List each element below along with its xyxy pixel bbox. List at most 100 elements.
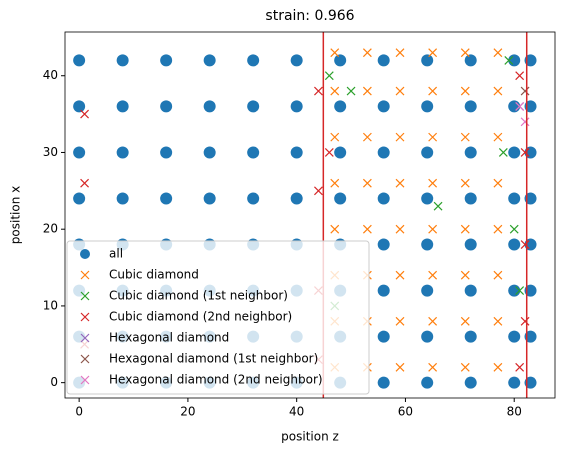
point <box>324 148 334 157</box>
point <box>515 362 525 372</box>
point <box>428 86 438 96</box>
point <box>377 146 390 159</box>
point <box>493 48 503 58</box>
point <box>395 362 405 372</box>
point <box>421 284 434 297</box>
point <box>508 284 521 297</box>
point <box>464 54 477 67</box>
point <box>493 132 503 142</box>
point <box>334 192 347 205</box>
point <box>460 316 470 326</box>
point <box>428 48 438 58</box>
legend-label: Hexagonal diamond (1st neighbor) <box>109 352 318 366</box>
point <box>460 270 470 280</box>
point <box>421 376 434 389</box>
legend-label: Cubic diamond (1st neighbor) <box>109 289 288 303</box>
point <box>428 132 438 142</box>
x-tick-label: 20 <box>180 405 195 419</box>
point <box>395 270 405 280</box>
point <box>428 316 438 326</box>
point <box>247 100 260 113</box>
point <box>515 286 525 296</box>
point <box>73 146 86 159</box>
point <box>395 132 405 142</box>
point <box>377 54 390 67</box>
point <box>362 178 372 188</box>
y-tick-label: 20 <box>43 222 58 236</box>
point <box>160 54 173 67</box>
legend-label: Hexagonal diamond <box>109 331 229 345</box>
point <box>330 224 340 234</box>
legend-marker <box>80 249 90 259</box>
point <box>160 192 173 205</box>
point <box>116 54 129 67</box>
point <box>508 238 521 251</box>
point <box>421 100 434 113</box>
point <box>428 362 438 372</box>
point <box>464 238 477 251</box>
point <box>73 100 86 113</box>
x-tick-label: 0 <box>75 405 83 419</box>
point <box>493 316 503 326</box>
point <box>362 48 372 58</box>
y-tick-label: 40 <box>43 68 58 82</box>
point <box>334 54 347 67</box>
point <box>395 86 405 96</box>
point <box>493 224 503 234</box>
point <box>73 192 86 205</box>
point <box>515 102 525 111</box>
point <box>464 100 477 113</box>
point <box>520 117 530 127</box>
point <box>346 86 356 96</box>
point <box>504 55 514 65</box>
point <box>460 224 470 234</box>
point <box>433 201 443 211</box>
legend-label: Cubic diamond <box>109 268 199 282</box>
point <box>330 86 340 96</box>
point <box>314 186 323 196</box>
point <box>464 146 477 159</box>
point <box>395 224 405 234</box>
x-tick-label: 60 <box>398 405 413 419</box>
point <box>395 178 405 188</box>
point <box>508 376 521 389</box>
point <box>290 54 303 67</box>
point <box>377 192 390 205</box>
point <box>290 146 303 159</box>
point <box>395 48 405 58</box>
point <box>330 178 340 188</box>
point <box>395 316 405 326</box>
point <box>247 146 260 159</box>
legend-label: Cubic diamond (2nd neighbor) <box>109 310 292 324</box>
point <box>334 146 347 159</box>
point <box>520 148 530 157</box>
point <box>464 284 477 297</box>
point <box>460 86 470 96</box>
point <box>290 192 303 205</box>
x-axis-label: position z <box>281 430 339 444</box>
legend-marker <box>80 270 90 280</box>
point <box>508 330 521 343</box>
point <box>314 86 323 96</box>
chart-title: strain: 0.966 <box>265 8 354 24</box>
point <box>377 100 390 113</box>
point <box>464 330 477 343</box>
point <box>421 330 434 343</box>
point <box>524 54 537 67</box>
legend-label: Hexagonal diamond (2nd neighbor) <box>109 373 323 387</box>
point <box>493 178 503 188</box>
point <box>493 270 503 280</box>
point <box>421 146 434 159</box>
point <box>290 100 303 113</box>
point <box>460 362 470 372</box>
point <box>247 192 260 205</box>
point <box>203 100 216 113</box>
point <box>377 284 390 297</box>
point <box>377 376 390 389</box>
point <box>421 54 434 67</box>
y-tick-label: 10 <box>43 298 58 312</box>
point <box>428 270 438 280</box>
point <box>421 238 434 251</box>
point <box>460 132 470 142</box>
